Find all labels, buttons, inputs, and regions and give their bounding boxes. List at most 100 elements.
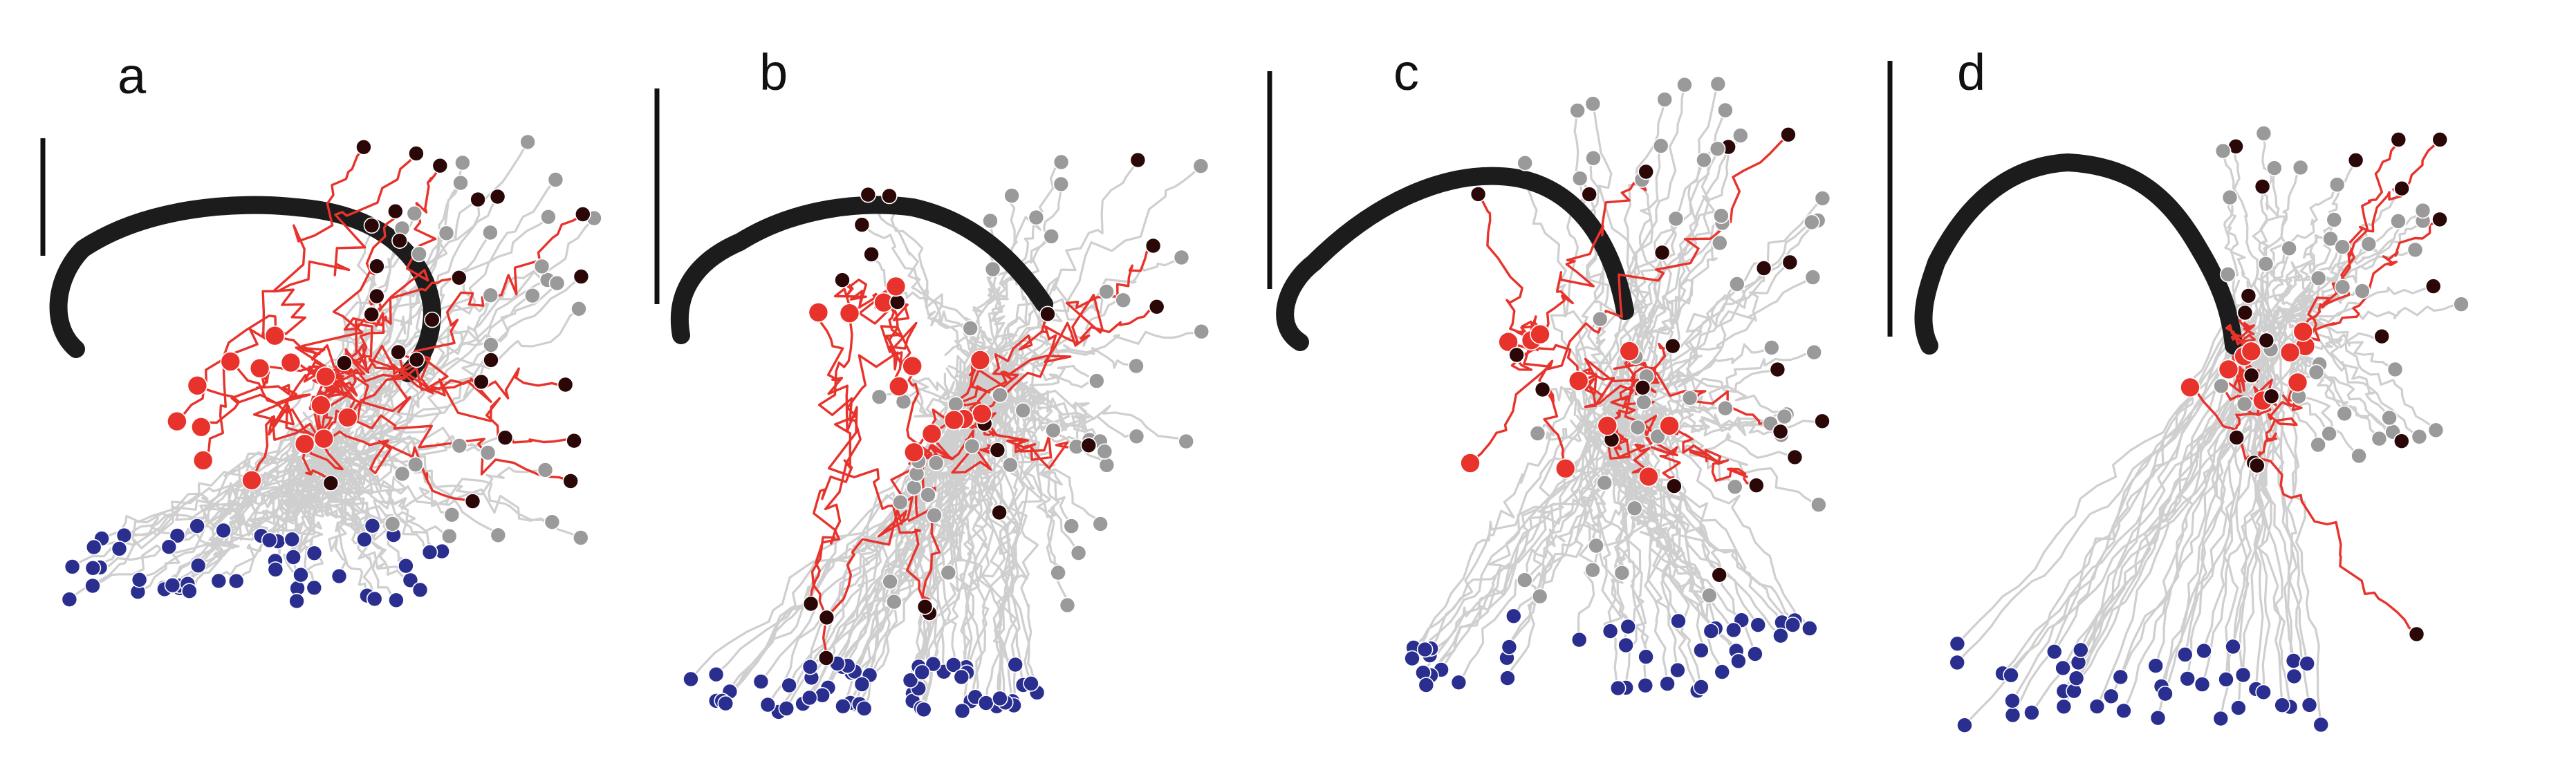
panel-b-red-trajectory [810, 312, 862, 659]
panel-a-end-marker [366, 590, 383, 608]
panel-c-end-marker [1711, 566, 1727, 583]
panel-a-end-marker [566, 432, 582, 449]
panel-c-end-marker [1508, 346, 1525, 364]
panel-d-end-marker [2149, 709, 2167, 726]
panel-b-end-marker [902, 672, 919, 689]
panel-a-end-marker [210, 572, 228, 590]
panel-d-end-marker [2068, 670, 2085, 687]
panel-c-end-marker [1667, 210, 1685, 227]
panel-d-end-marker [2274, 697, 2290, 714]
panel-d-end-marker [2308, 364, 2325, 381]
panel-b-end-marker [860, 186, 877, 203]
panel-a-end-marker [363, 306, 380, 323]
panel-d-end-marker [2176, 646, 2194, 663]
panel-b-end-marker [882, 573, 898, 590]
panel-d-end-marker [2225, 638, 2241, 655]
panel-d-end-marker [2387, 361, 2404, 378]
panel-c-end-marker [1748, 477, 1765, 494]
panel-b-grey-trajectory [992, 366, 1019, 707]
panel-d-grey-trajectory [2257, 167, 2286, 331]
panel-a-end-marker [557, 376, 574, 393]
panel-a-start-marker [337, 407, 358, 428]
panel-a-end-marker [322, 475, 340, 491]
panel-b-end-marker [886, 593, 902, 610]
panel-b-end-marker [717, 695, 734, 712]
panel-b-end-marker [881, 187, 898, 205]
panel-a-end-marker [391, 232, 408, 250]
panel-c-red-trajectory [1510, 315, 1548, 371]
panel-b-end-marker [818, 609, 835, 626]
panel-b-start-marker [885, 276, 907, 297]
panel-a-end-marker [411, 245, 427, 263]
panel-d-start-marker [2218, 359, 2239, 380]
panel-c-end-marker [1581, 186, 1597, 203]
panel-b-end-marker [752, 673, 770, 690]
panel-d-start-marker [2292, 321, 2313, 342]
panel-d-grey-trajectory [2264, 247, 2290, 329]
panel-d-end-marker [2266, 160, 2283, 176]
panel-d-grey-trajectory [2248, 166, 2302, 326]
panel-d-end-marker [2214, 142, 2232, 160]
panel-b-end-marker [940, 564, 957, 581]
panel-c-end-marker [1618, 637, 1634, 654]
panel-b-end-marker [871, 388, 888, 406]
panel-d-end-marker [2055, 659, 2071, 677]
panel-a-end-marker [489, 188, 506, 205]
panel-a-start-marker [192, 450, 214, 471]
panel-c: c [1267, 44, 1831, 700]
panel-b-end-marker [992, 386, 1008, 404]
panel-c-end-marker [1529, 425, 1546, 442]
panel-c-start-marker [1555, 458, 1576, 479]
panel-b-end-marker [963, 438, 981, 455]
panel-a-end-marker [306, 545, 323, 562]
panel-d-end-marker [2373, 328, 2390, 345]
panel-b-grey-trajectory [846, 379, 981, 667]
panel-a-start-marker [187, 375, 208, 396]
panel-c-grey-trajectory [1586, 435, 1623, 690]
panel-d-end-marker [2255, 125, 2272, 142]
panel-a-end-marker [84, 559, 102, 576]
panel-b-grey-trajectory [1023, 290, 1108, 359]
panel-b-end-marker [1063, 518, 1080, 534]
panel-a-end-marker [483, 352, 499, 368]
panel-b-end-marker [1043, 228, 1059, 245]
panel-d-end-marker [2230, 700, 2247, 716]
panel-a-end-marker [548, 274, 566, 292]
panel-c-end-marker [1649, 428, 1666, 445]
panel-b-end-marker [1128, 357, 1145, 375]
panel-d-end-marker [2393, 433, 2410, 450]
panel-a-start-marker [220, 351, 241, 372]
panel-a-end-marker [131, 571, 148, 588]
panel-a-end-marker [562, 473, 580, 489]
panel-c-end-marker [1669, 661, 1686, 679]
panel-d-end-marker [2371, 430, 2388, 447]
panel-b-end-marker [989, 442, 1006, 458]
panel-b-end-marker [1053, 153, 1070, 171]
panel-a: a [40, 47, 602, 610]
panel-a-end-marker [524, 287, 541, 304]
panel-c-end-marker [1727, 478, 1743, 496]
panel-c-end-marker [1569, 102, 1586, 119]
panel-c-end-marker [1806, 344, 1822, 361]
panel-a-end-marker [572, 529, 589, 546]
panel-b-end-marker [863, 246, 880, 263]
panel-d-grey-trajectory [2274, 245, 2344, 308]
panel-d-end-marker [2292, 159, 2309, 176]
panel-d-end-marker [2240, 288, 2257, 304]
panel-a-end-marker [441, 527, 458, 545]
panel-a-red-trajectory [273, 335, 483, 391]
panel-c-end-marker [1730, 653, 1747, 670]
panel-b-end-marker [982, 212, 999, 229]
panel-b-end-marker [926, 507, 943, 524]
panel-c-end-marker [1609, 679, 1627, 697]
panel-a-end-marker [84, 577, 101, 594]
panel-b-end-marker [1014, 402, 1032, 419]
panel-c-end-marker [1810, 496, 1827, 514]
panel-c-black-arc [1276, 167, 1634, 351]
panel-a-grey-trajectory [373, 161, 464, 458]
panel-b-end-marker [778, 700, 795, 717]
panel-c-grey-trajectory [1624, 134, 1742, 405]
panel-c-end-marker [1596, 474, 1613, 491]
panel-a-grey-trajectory [313, 430, 553, 523]
